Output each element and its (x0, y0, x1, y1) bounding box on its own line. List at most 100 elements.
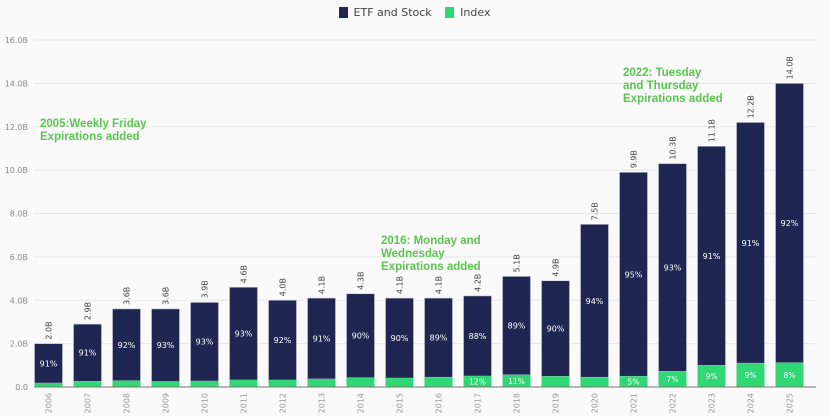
etf-share-label: 92% (118, 341, 136, 350)
total-label: 4.1B (435, 276, 444, 294)
bar-etf-stock (151, 308, 180, 382)
legend-swatch-etf-stock (338, 7, 348, 18)
bar-etf-stock (268, 299, 297, 381)
bar-etf-stock (307, 297, 336, 380)
annotation-2022-line-3: Expirations added (623, 93, 723, 105)
y-tick-label: 0.0 (15, 383, 28, 392)
bar-etf-stock (736, 122, 765, 364)
annotation-2016-line-1: 2016: Monday and (381, 235, 481, 247)
y-tick-label: 6.0B (10, 253, 28, 262)
etf-share-label: 90% (547, 325, 565, 334)
bar-etf-stock (34, 343, 63, 384)
total-label: 4.2B (474, 274, 483, 292)
annotation-2005: 2005:Weekly Friday Expirations added (40, 118, 147, 144)
legend-label-index: Index (460, 6, 491, 19)
index-share-label: 7% (667, 375, 679, 384)
y-tick-label: 16.0B (5, 36, 28, 45)
bar-etf-stock (697, 145, 726, 366)
x-tick-label: 2018 (513, 393, 522, 413)
bar-etf-stock (775, 83, 804, 364)
bar-etf-stock (463, 295, 492, 377)
annotation-2022-line-2: and Thursday (623, 80, 699, 92)
chart-legend: ETF and Stock Index (0, 6, 829, 21)
etf-share-label: 89% (508, 322, 526, 331)
annotation-2016-line-3: Expirations added (381, 261, 481, 273)
bar-index (385, 378, 414, 387)
bar-index (502, 374, 531, 387)
x-tick-label: 2025 (786, 393, 795, 413)
legend-item-index[interactable]: Index (445, 6, 490, 19)
x-tick-label: 2009 (162, 393, 171, 413)
bar-etf-stock (385, 297, 414, 379)
y-tick-label: 10.0B (5, 166, 28, 175)
annotation-2016: 2016: Monday and Wednesday Expirations a… (381, 235, 481, 274)
bar-index (541, 376, 570, 387)
bar-index (268, 380, 297, 387)
total-label: 2.9B (84, 302, 93, 320)
legend-item-etf-stock[interactable]: ETF and Stock (338, 6, 432, 19)
etf-share-label: 91% (40, 359, 58, 368)
x-tick-label: 2024 (747, 393, 756, 413)
annotation-2022-line-1: 2022: Tuesday (623, 67, 702, 79)
bar-index (580, 377, 609, 387)
etf-share-label: 92% (781, 219, 799, 228)
etf-share-label: 89% (430, 334, 448, 343)
bar-index (307, 378, 336, 387)
etf-share-label: 90% (352, 332, 370, 341)
bar-index (775, 362, 804, 387)
x-tick-label: 2019 (552, 393, 561, 413)
etf-share-label: 93% (664, 263, 682, 272)
index-share-label: 8% (784, 371, 796, 380)
bar-index (229, 380, 258, 387)
bar-etf-stock (502, 276, 531, 376)
index-share-label: 5% (628, 378, 640, 387)
etf-share-label: 91% (79, 349, 97, 358)
bar-index (736, 363, 765, 387)
bar-etf-stock (424, 297, 453, 378)
x-tick-label: 2023 (708, 393, 717, 413)
etf-share-label: 90% (391, 334, 409, 343)
total-label: 3.9B (201, 280, 210, 298)
bar-etf-stock (619, 171, 648, 377)
total-label: 3.6B (162, 287, 171, 305)
x-tick-label: 2016 (435, 393, 444, 413)
legend-label-etf-stock: ETF and Stock (353, 6, 432, 19)
x-tick-label: 2007 (84, 393, 93, 413)
etf-share-label: 93% (235, 330, 253, 339)
legend-swatch-index (445, 7, 455, 18)
bar-etf-stock (346, 293, 375, 378)
bar-index (619, 376, 648, 387)
x-tick-label: 2011 (240, 393, 249, 413)
total-label: 10.3B (669, 136, 678, 159)
bar-index (73, 381, 102, 387)
total-label: 5.1B (513, 254, 522, 272)
y-tick-label: 12.0B (5, 123, 28, 132)
annotation-2022: 2022: Tuesday and Thursday Expirations a… (623, 67, 723, 106)
x-tick-label: 2022 (669, 393, 678, 413)
total-label: 9.9B (630, 150, 639, 168)
index-share-label: 12% (469, 378, 486, 387)
total-label: 4.0B (279, 278, 288, 296)
bar-index (112, 380, 141, 387)
bar-etf-stock (580, 224, 609, 378)
total-label: 4.3B (357, 272, 366, 290)
bar-index (697, 365, 726, 387)
bar-index (463, 376, 492, 387)
bar-index (190, 381, 219, 387)
x-tick-label: 2015 (396, 393, 405, 413)
etf-share-label: 88% (469, 332, 487, 341)
bar-index (424, 377, 453, 387)
bar-etf-stock (73, 323, 102, 382)
y-tick-label: 8.0B (10, 210, 28, 219)
total-label: 4.1B (396, 276, 405, 294)
total-label: 4.6B (240, 265, 249, 283)
total-label: 3.6B (123, 287, 132, 305)
total-label: 11.1B (708, 119, 717, 142)
annotation-2005-line-1: 2005:Weekly Friday (40, 118, 147, 130)
x-tick-label: 2020 (591, 393, 600, 413)
y-tick-label: 2.0B (10, 340, 28, 349)
bar-etf-stock (658, 163, 687, 372)
x-tick-label: 2008 (123, 393, 132, 413)
total-label: 2.0B (45, 321, 54, 339)
